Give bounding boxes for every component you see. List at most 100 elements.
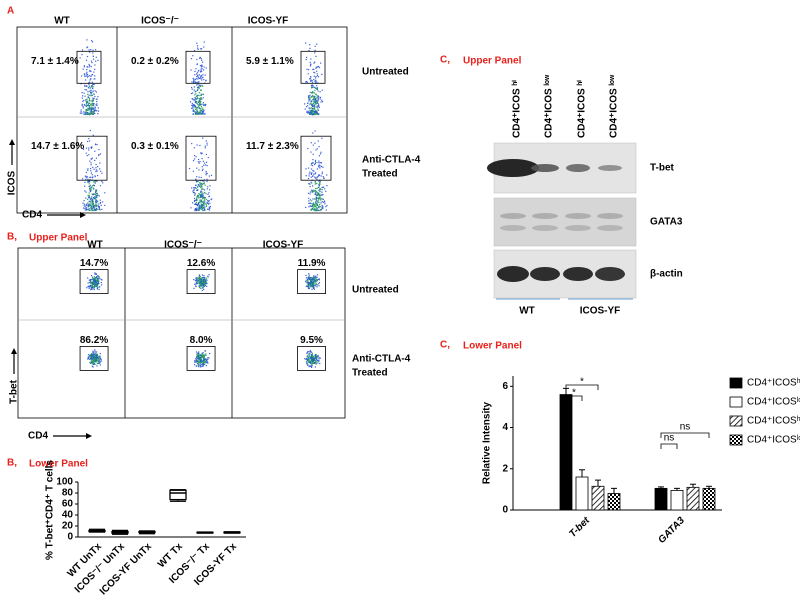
event-dot <box>95 280 97 282</box>
event-dot <box>195 365 197 367</box>
event-dot <box>199 199 201 201</box>
event-dot <box>196 196 198 198</box>
event-dot <box>316 274 319 276</box>
event-dot <box>202 282 204 284</box>
panel-label: B, <box>7 458 17 469</box>
event-dot <box>199 112 201 114</box>
event-dot <box>91 355 94 357</box>
group-label: WT <box>519 306 535 317</box>
event-dot <box>314 160 317 162</box>
event-dot <box>96 355 98 357</box>
event-dot <box>322 176 324 178</box>
event-dot <box>318 357 320 359</box>
event-dot <box>96 192 98 195</box>
event-dot <box>99 199 101 201</box>
event-dot <box>192 190 194 192</box>
event-dot <box>320 165 323 168</box>
event-dot <box>309 103 311 105</box>
event-dot <box>87 75 89 77</box>
event-dot <box>86 287 88 289</box>
event-dot <box>85 109 87 111</box>
event-dot <box>94 350 96 352</box>
event-dot <box>88 287 90 289</box>
event-dot <box>99 202 102 204</box>
event-dot <box>198 208 200 210</box>
event-dot <box>307 364 309 366</box>
event-dot <box>312 132 314 134</box>
event-dot <box>88 112 90 114</box>
event-dot <box>322 198 324 200</box>
panel-label: C, <box>440 55 450 66</box>
event-dot <box>312 159 314 161</box>
event-dot <box>92 187 94 189</box>
event-dot <box>198 87 200 89</box>
event-dot <box>84 112 86 114</box>
event-dot <box>199 282 201 284</box>
event-dot <box>314 277 316 279</box>
event-dot <box>94 281 96 283</box>
event-dot <box>90 70 92 73</box>
event-dot <box>308 98 310 100</box>
event-dot <box>309 205 311 207</box>
event-dot <box>102 201 104 203</box>
event-dot <box>97 175 99 177</box>
event-dot <box>89 51 91 53</box>
column-header: WT <box>87 240 103 251</box>
event-dot <box>85 85 88 87</box>
event-dot <box>316 87 318 89</box>
event-dot <box>312 98 314 101</box>
event-dot <box>86 108 88 110</box>
event-dot <box>95 163 97 166</box>
event-dot <box>80 109 82 111</box>
event-dot <box>322 166 324 168</box>
event-dot <box>306 68 308 70</box>
event-dot <box>309 351 311 353</box>
event-dot <box>201 158 203 160</box>
event-dot <box>315 82 317 84</box>
event-dot <box>312 153 314 155</box>
y-axis-label: % T-bet⁺CD4⁺ T cells <box>45 460 56 560</box>
event-dot <box>98 203 100 205</box>
event-dot <box>316 96 318 98</box>
event-dot <box>314 190 316 192</box>
event-dot <box>195 93 197 95</box>
event-dot <box>84 79 87 81</box>
event-dot <box>325 206 327 208</box>
event-dot <box>307 286 309 288</box>
event-dot <box>310 358 312 360</box>
event-dot <box>97 208 99 210</box>
event-dot <box>87 194 89 197</box>
event-dot <box>92 350 94 352</box>
event-dot <box>91 85 93 87</box>
event-dot <box>313 288 315 290</box>
event-dot <box>201 362 203 364</box>
event-dot <box>202 280 204 282</box>
event-dot <box>203 189 206 191</box>
event-dot <box>201 208 203 210</box>
event-dot <box>316 355 318 357</box>
event-dot <box>97 356 99 358</box>
event-dot <box>314 280 316 282</box>
event-dot <box>315 355 317 358</box>
event-dot <box>98 286 100 288</box>
event-dot <box>310 353 312 356</box>
event-dot <box>199 194 201 196</box>
event-dot <box>94 90 96 92</box>
flow-plot <box>189 41 207 115</box>
event-dot <box>196 359 198 361</box>
event-dot <box>203 183 205 185</box>
event-dot <box>196 113 198 115</box>
event-dot <box>200 89 202 91</box>
y-tick-label: 2 <box>502 463 508 474</box>
event-dot <box>326 174 328 176</box>
event-dot <box>97 166 99 168</box>
event-dot <box>201 205 203 207</box>
event-dot <box>314 106 316 109</box>
event-dot <box>194 358 197 360</box>
event-dot <box>195 361 197 363</box>
event-dot <box>94 64 96 66</box>
event-dot <box>198 357 200 359</box>
event-dot <box>316 105 318 107</box>
event-dot <box>311 92 313 94</box>
